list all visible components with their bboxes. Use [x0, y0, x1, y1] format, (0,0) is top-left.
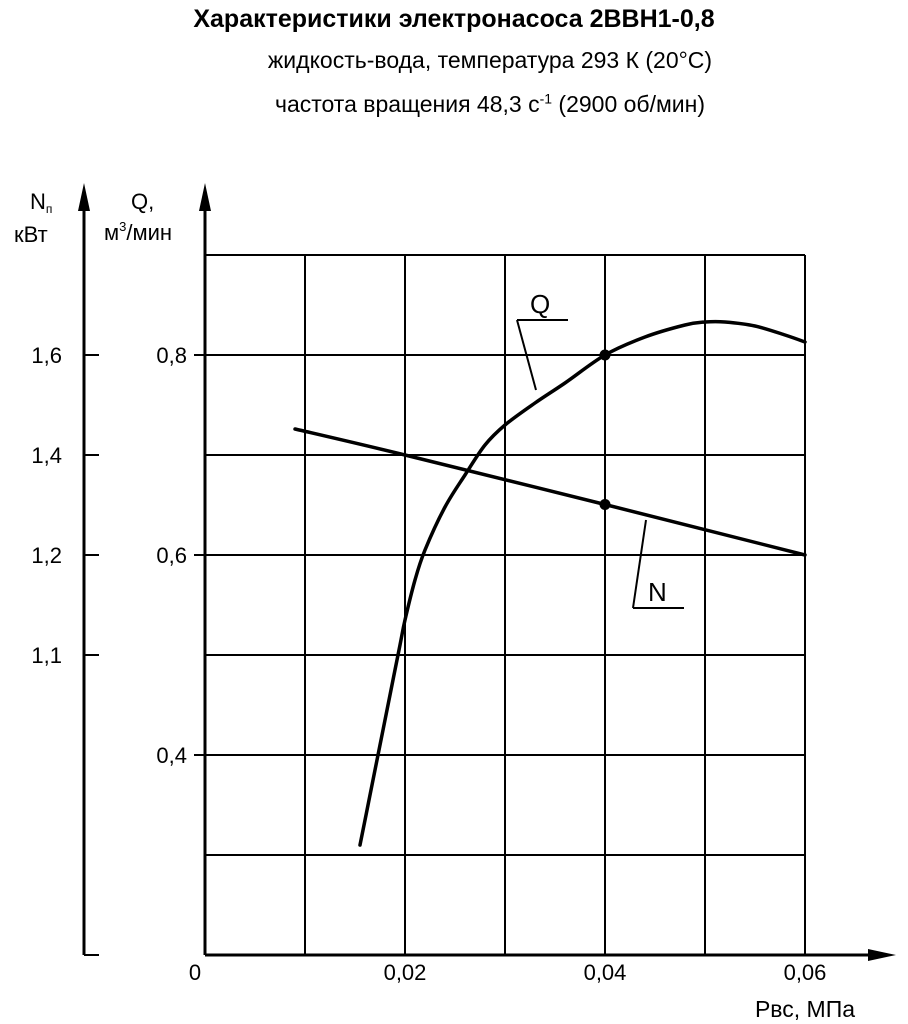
series-label-q: Q — [530, 289, 550, 319]
tick-labels: 0,02 0,04 0,06 0,4 0,6 0,8 1,1 1,2 1,4 1,6 — [31, 343, 826, 985]
n-tick-label: 1,6 — [31, 343, 62, 368]
series-point-q — [599, 349, 611, 361]
series-line-n — [293, 427, 807, 557]
q-axis-arrow-icon — [199, 183, 211, 211]
grid — [205, 254, 806, 955]
speed-suffix: (2900 об/мин) — [552, 91, 706, 117]
n-tick-label: 1,4 — [31, 443, 62, 468]
x-axis-title: Pвс, МПа — [755, 996, 855, 1022]
q-axis-title-line1: Q, — [131, 189, 154, 214]
q-tick-label: 0,6 — [156, 543, 187, 568]
axes — [78, 183, 896, 961]
x-tick-label: 0,04 — [584, 960, 627, 985]
q-axis-title: Q, м3/мин — [104, 189, 172, 245]
q-tick-label: 0,4 — [156, 743, 187, 768]
n-axis-title-line2: кВт — [14, 222, 48, 247]
chart-subtitle-fluid: жидкость-вода, температура 293 К (20°С) — [267, 47, 713, 73]
chart-title: Характеристики электронасоса 2ВВН1-0,8 — [193, 5, 715, 33]
series-label-n: N — [648, 577, 667, 607]
x-tick-label: 0,06 — [784, 960, 827, 985]
x-tick-label: 0,02 — [384, 960, 427, 985]
series-point-n — [599, 499, 611, 510]
n-label-leader — [632, 519, 647, 609]
series-line-q — [358, 319, 807, 847]
x-axis-arrow-icon — [868, 949, 896, 961]
q-label-leader — [516, 319, 537, 391]
x-origin-label: 0 — [189, 960, 201, 985]
q-axis-title-line2: м3/мин — [104, 219, 172, 245]
speed-prefix: частота вращения 48,3 с — [274, 91, 540, 117]
n-axis-arrow-icon — [78, 183, 90, 211]
n-tick-label: 1,1 — [31, 643, 62, 668]
n-axis-title: Nп кВт — [14, 189, 52, 247]
n-tick-label: 1,2 — [31, 543, 62, 568]
speed-exponent: -1 — [539, 90, 553, 107]
chart-subtitle-speed: частота вращения 48,3 с-1 (2900 об/мин) — [0, 90, 908, 118]
n-axis-title-line1: Nп — [30, 189, 52, 216]
q-tick-label: 0,8 — [156, 343, 187, 368]
series: QN — [293, 289, 807, 847]
